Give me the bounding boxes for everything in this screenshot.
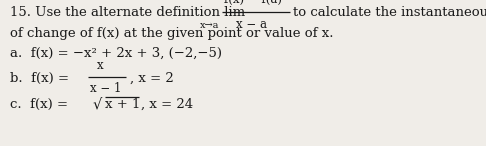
Text: , x = 2: , x = 2: [130, 72, 174, 85]
Text: x + 1: x + 1: [105, 98, 140, 111]
Text: , x = 24: , x = 24: [141, 98, 193, 111]
Text: x→a: x→a: [200, 21, 219, 30]
Text: x: x: [97, 59, 104, 72]
Text: a.  f(x) = −x² + 2x + 3, (−2,−5): a. f(x) = −x² + 2x + 3, (−2,−5): [10, 46, 222, 60]
Text: f(x) − f(a): f(x) − f(a): [224, 0, 282, 6]
Text: √: √: [93, 97, 103, 111]
Text: x − a: x − a: [236, 18, 267, 31]
Text: to calculate the instantaneous rate: to calculate the instantaneous rate: [293, 7, 486, 20]
Text: x − 1: x − 1: [90, 82, 122, 95]
Text: c.  f(x) =: c. f(x) =: [10, 98, 72, 111]
Text: 15. Use the alternate definition lim: 15. Use the alternate definition lim: [10, 7, 245, 20]
Text: b.  f(x) =: b. f(x) =: [10, 72, 69, 85]
Text: of change of f(x) at the given point or value of x.: of change of f(x) at the given point or …: [10, 27, 333, 40]
